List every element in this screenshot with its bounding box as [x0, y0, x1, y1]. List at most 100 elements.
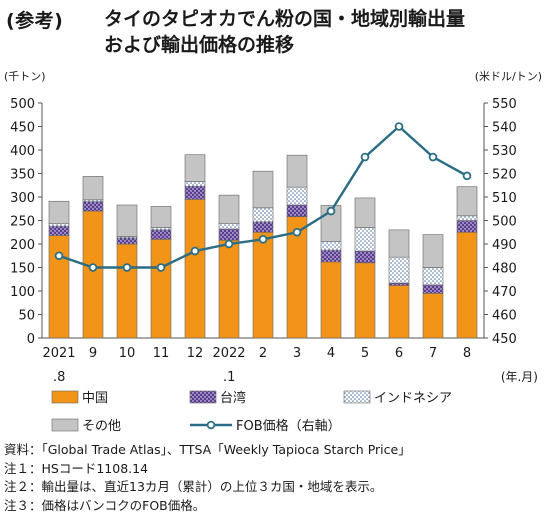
bar-indonesia [422, 267, 444, 286]
bar-china [456, 231, 478, 339]
legend-china-label: 中国 [82, 391, 108, 406]
y-right-tick-label: 530 [492, 144, 517, 159]
y-right-unit: (米ドル/トン) [475, 70, 542, 83]
footnotes: 資料：「Global Trade Atlas」、TTSA「Weekly Tapi… [4, 441, 542, 515]
y-left-tick-label: 400 [10, 144, 35, 159]
bar-china [116, 243, 138, 339]
chart-title-line-1: タイのタピオカでん粉の国・地域別輸出量 [104, 8, 466, 30]
legend-china-swatch [51, 390, 79, 404]
bar-china [252, 231, 274, 339]
x-tick-label: 2021 [42, 346, 75, 361]
bar-china [48, 235, 70, 339]
y-right-tick-label: 470 [492, 285, 517, 300]
bar-taiwan [218, 228, 240, 241]
note-2: 注２：輸出量は、直近13カ月（累計）の上位３カ国・地域を表示。 [4, 479, 383, 494]
legend-taiwan-label: 台湾 [220, 390, 246, 406]
fob-price-point [326, 206, 336, 216]
bar-china [184, 199, 206, 339]
bar-taiwan [388, 282, 410, 286]
bar-other [184, 154, 206, 182]
x-tick-label: 7 [429, 346, 437, 361]
y-right-tick-label: 510 [492, 191, 517, 206]
fob-price-point [88, 263, 98, 272]
y-left-tick-label: 50 [18, 309, 35, 324]
x-tick-label: 2022 [212, 346, 245, 361]
bar-taiwan [456, 220, 478, 233]
note-1: 注１：HSコード1108.14 [4, 460, 149, 476]
bar-other [286, 154, 308, 188]
fob-price-point [156, 263, 166, 272]
bar-indonesia [320, 241, 342, 251]
fob-price-point [394, 122, 404, 131]
bar-china [218, 239, 240, 339]
legend-other-label: その他 [82, 419, 121, 434]
y-right-tick-label: 460 [492, 309, 517, 324]
y-left-tick-label: 200 [10, 238, 35, 253]
bar-other [218, 194, 240, 224]
fob-price-point [428, 152, 438, 162]
fob-price-point [258, 235, 268, 244]
x-tick-label: 5 [361, 346, 369, 361]
y-left-tick-label: 100 [10, 285, 35, 300]
title-row: (参考) タイのタピオカでん粉の国・地域別輸出量 および輸出価格の推移 [6, 4, 542, 60]
bar-taiwan [82, 201, 104, 212]
bar-indonesia [286, 186, 308, 206]
fob-price-point [360, 152, 370, 162]
x-tick-label: 3 [293, 346, 301, 361]
bar-taiwan [286, 204, 308, 218]
y-left-tick-label: 0 [27, 332, 35, 347]
bar-taiwan [354, 250, 376, 264]
y-right-tick-label: 550 [492, 97, 517, 112]
y-right-tick-label: 500 [492, 215, 517, 230]
y-left-tick-label: 300 [10, 191, 35, 206]
note-3: 注３：価格はバンコクのFOB価格。 [4, 497, 206, 513]
legend-taiwan-swatch [189, 390, 217, 404]
legend-fob-marker [206, 420, 216, 430]
bar-other [116, 204, 138, 237]
x-tick-label: 4 [327, 346, 335, 361]
chart-area: (千トン) (米ドル/トン) 0 50 100 150 200 250 300 350 400 450… [0, 60, 546, 440]
bar-other [354, 197, 376, 228]
bar-china [320, 261, 342, 339]
x-tick-label: 9 [89, 346, 97, 361]
bar-indonesia [150, 227, 172, 231]
bar-china [422, 293, 444, 339]
bar-china [82, 210, 104, 339]
fob-price-point [292, 227, 302, 237]
chart-title: タイのタピオカでん粉の国・地域別輸出量 および輸出価格の推移 [104, 6, 544, 58]
x-tick-label: 10 [119, 346, 136, 361]
legend-indonesia-label: インドネシア [374, 391, 452, 406]
chart-title-line-2: および輸出価格の推移 [104, 34, 295, 56]
y-right-tick-label: 450 [492, 332, 517, 347]
bar-taiwan [422, 284, 444, 294]
bar-taiwan [116, 237, 138, 245]
export-chart: (千トン) (米ドル/トン)050100150200250300350400450… [4, 70, 542, 434]
y-left-tick-label: 350 [10, 168, 35, 183]
bar-taiwan [252, 221, 274, 233]
x-tick-label: 8 [463, 346, 471, 361]
bar-indonesia [48, 223, 70, 227]
bar-other [422, 234, 444, 268]
x-tick-label: 6 [395, 346, 403, 361]
fob-price-point [224, 239, 234, 249]
bar-other [388, 229, 410, 258]
y-right-tick-label: 490 [492, 238, 517, 253]
y-right-tick-label: 540 [492, 121, 517, 136]
x-tick-sublabel: .8 [53, 370, 65, 385]
y-left-tick-label: 150 [10, 262, 35, 277]
fob-price-point [122, 263, 132, 272]
bar-indonesia [388, 256, 410, 284]
y-left-tick-label: 450 [10, 121, 35, 136]
y-right-tick-label: 520 [492, 168, 517, 183]
x-tick-label: 11 [153, 346, 170, 361]
y-right-tick-label: 480 [492, 262, 517, 277]
bar-indonesia [354, 227, 376, 252]
bar-china [388, 285, 410, 339]
bar-taiwan [320, 249, 342, 263]
legend-indonesia-swatch [343, 390, 371, 404]
y-left-tick-label: 500 [10, 97, 35, 112]
bar-china [150, 239, 172, 339]
bar-other [456, 186, 478, 217]
x-tick-sublabel: .1 [223, 370, 235, 385]
y-left-unit: (千トン) [4, 70, 46, 83]
